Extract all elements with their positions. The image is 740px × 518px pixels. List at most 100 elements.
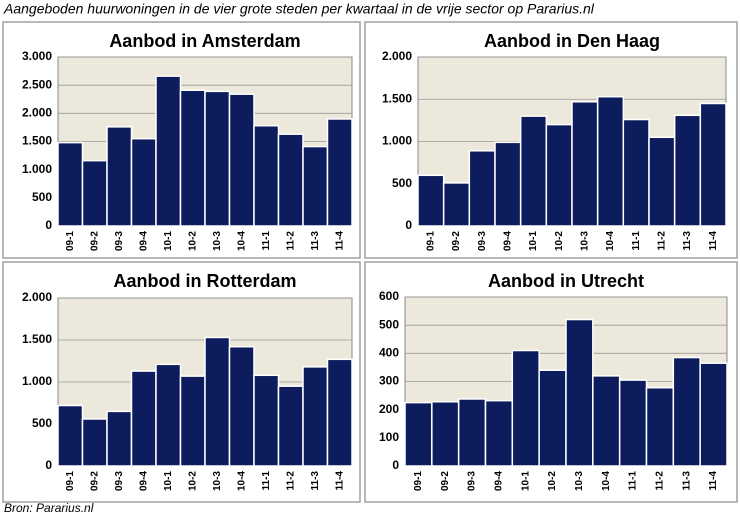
y-tick-label: 0 (405, 218, 412, 232)
bar (106, 410, 133, 467)
y-tick-label: 1.500 (22, 134, 52, 148)
y-tick-label: 600 (379, 289, 399, 303)
x-tick-label: 09-4 (502, 231, 513, 251)
bar (648, 136, 676, 227)
x-tick-label: 11-4 (334, 471, 345, 491)
bar (204, 336, 231, 467)
x-tick-label: 09-2 (440, 471, 451, 491)
bar (484, 399, 514, 467)
x-tick-label: 10-2 (554, 231, 565, 251)
x-tick-label: 10-4 (236, 231, 247, 251)
x-tick-label: 10-1 (528, 231, 539, 251)
x-tick-label: 11-1 (628, 471, 639, 491)
x-tick-label: 10-1 (163, 231, 174, 251)
x-tick-label: 11-1 (261, 471, 272, 491)
y-tick-label: 200 (379, 402, 399, 416)
x-tick-label: 11-3 (310, 231, 321, 251)
x-tick-label: 09-2 (451, 231, 462, 251)
y-tick-label: 1.000 (382, 134, 412, 148)
bar (57, 141, 84, 227)
x-tick-label: 10-2 (547, 471, 558, 491)
bar (592, 375, 621, 467)
y-tick-label: 1.500 (22, 332, 52, 346)
x-tick-label: 11-4 (708, 471, 719, 491)
x-tick-label: 11-2 (655, 471, 666, 491)
x-tick-label: 09-3 (477, 231, 488, 251)
bar (130, 370, 157, 467)
x-tick-label: 09-4 (138, 231, 149, 251)
x-tick-label: 11-3 (310, 471, 321, 491)
bar (457, 398, 487, 467)
y-tick-label: 500 (32, 190, 52, 204)
x-tick-label: 11-3 (682, 231, 693, 251)
bar (130, 137, 157, 227)
bar (468, 150, 496, 227)
y-tick-label: 1.000 (22, 162, 52, 176)
bar (326, 358, 353, 467)
chart-title: Aanbod in Utrecht (488, 271, 644, 291)
y-tick-label: 500 (392, 176, 412, 190)
x-tick-label: 09-3 (114, 471, 125, 491)
x-tick-label: 10-2 (187, 471, 198, 491)
x-tick-label: 09-2 (89, 231, 100, 251)
x-tick-label: 09-4 (494, 471, 505, 491)
y-tick-label: 3.000 (22, 49, 52, 63)
bar (277, 385, 304, 467)
bar (253, 124, 280, 227)
y-tick-label: 2.000 (382, 49, 412, 63)
x-tick-label: 11-1 (261, 231, 272, 251)
y-tick-label: 100 (379, 430, 399, 444)
x-tick-label: 11-2 (285, 231, 296, 251)
bar (622, 118, 650, 227)
bar (277, 133, 304, 227)
x-tick-label: 11-1 (631, 231, 642, 251)
x-tick-label: 09-1 (425, 231, 436, 251)
bar (417, 174, 445, 227)
bar (155, 363, 182, 467)
bar (81, 159, 108, 227)
bar (673, 114, 702, 227)
y-tick-label: 500 (379, 317, 399, 331)
bar (57, 404, 84, 467)
bar (672, 356, 701, 467)
y-tick-label: 0 (392, 458, 399, 472)
x-tick-label: 11-2 (656, 231, 667, 251)
bar (571, 101, 599, 227)
bar (699, 102, 727, 227)
x-tick-label: 11-2 (285, 471, 296, 491)
chart-title: Aanbod in Den Haag (484, 31, 660, 51)
x-tick-label: 11-4 (334, 231, 345, 251)
bar (81, 418, 108, 467)
chart-title: Aanbod in Rotterdam (114, 271, 297, 291)
y-tick-label: 400 (379, 346, 399, 360)
x-tick-label: 10-3 (212, 471, 223, 491)
header: Aangeboden huurwoningen in de vier grote… (3, 1, 595, 17)
x-tick-label: 11-4 (708, 231, 719, 251)
bar (204, 90, 231, 227)
x-tick-label: 09-1 (413, 471, 424, 491)
source: Bron: Pararius.nl (4, 501, 94, 515)
bar (179, 375, 206, 467)
bar (519, 115, 548, 227)
bar (511, 349, 540, 467)
bar (155, 75, 182, 227)
y-tick-label: 1.500 (382, 91, 412, 105)
x-tick-label: 09-4 (138, 471, 149, 491)
x-tick-label: 10-3 (574, 471, 585, 491)
y-tick-label: 2.000 (22, 290, 52, 304)
y-tick-label: 1.000 (22, 374, 52, 388)
bar (494, 141, 522, 227)
x-tick-label: 09-1 (65, 471, 76, 491)
bar (618, 379, 648, 467)
bar (431, 401, 460, 467)
x-tick-label: 10-4 (605, 231, 616, 251)
x-tick-label: 09-3 (114, 231, 125, 251)
bar (228, 93, 255, 227)
y-tick-label: 500 (32, 416, 52, 430)
x-tick-label: 10-1 (520, 471, 531, 491)
bar (228, 345, 255, 467)
bar (404, 401, 433, 467)
bar (538, 369, 567, 467)
x-tick-label: 09-3 (467, 471, 478, 491)
